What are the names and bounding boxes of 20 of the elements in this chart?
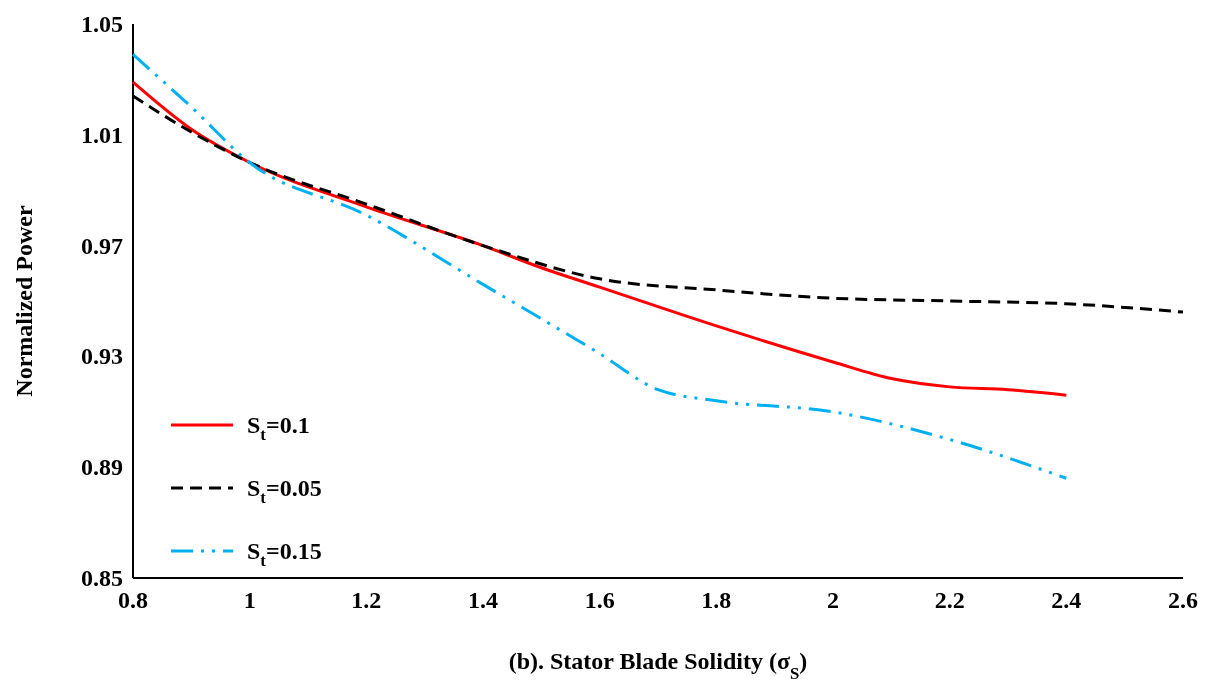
x-axis-title: (b). Stator Blade Solidity (σ$_{S}$)	[508, 648, 808, 681]
x-tick-label: 1.6	[584, 587, 615, 613]
y-tick-label: 0.93	[81, 343, 123, 370]
x-tick-label: 2.4	[1051, 587, 1082, 613]
x-tick-label: 1.2	[351, 587, 382, 613]
y-tick-label: 1.01	[81, 121, 123, 148]
x-tick-label: 1.8	[701, 587, 732, 613]
x-tick-label: 2.2	[934, 587, 965, 613]
y-axis-title: Normalized Power	[11, 205, 37, 397]
x-tick-label: 1	[243, 587, 256, 613]
x-tick-label: 1.4	[468, 587, 498, 613]
y-tick-label: 1.05	[81, 11, 123, 37]
y-tick-label: 0.97	[81, 232, 123, 259]
y-tick-label: 0.89	[81, 454, 123, 481]
x-tick-label: 2	[827, 587, 839, 613]
x-tick-label: 2.6	[1168, 587, 1198, 613]
legend-label: S$_{t}$=0.15	[247, 538, 322, 570]
legend-label: S$_{t}$=0.05	[247, 475, 322, 507]
line-series	[131, 52, 1068, 480]
legend-label: S$_{t}$=0.1	[247, 412, 310, 444]
